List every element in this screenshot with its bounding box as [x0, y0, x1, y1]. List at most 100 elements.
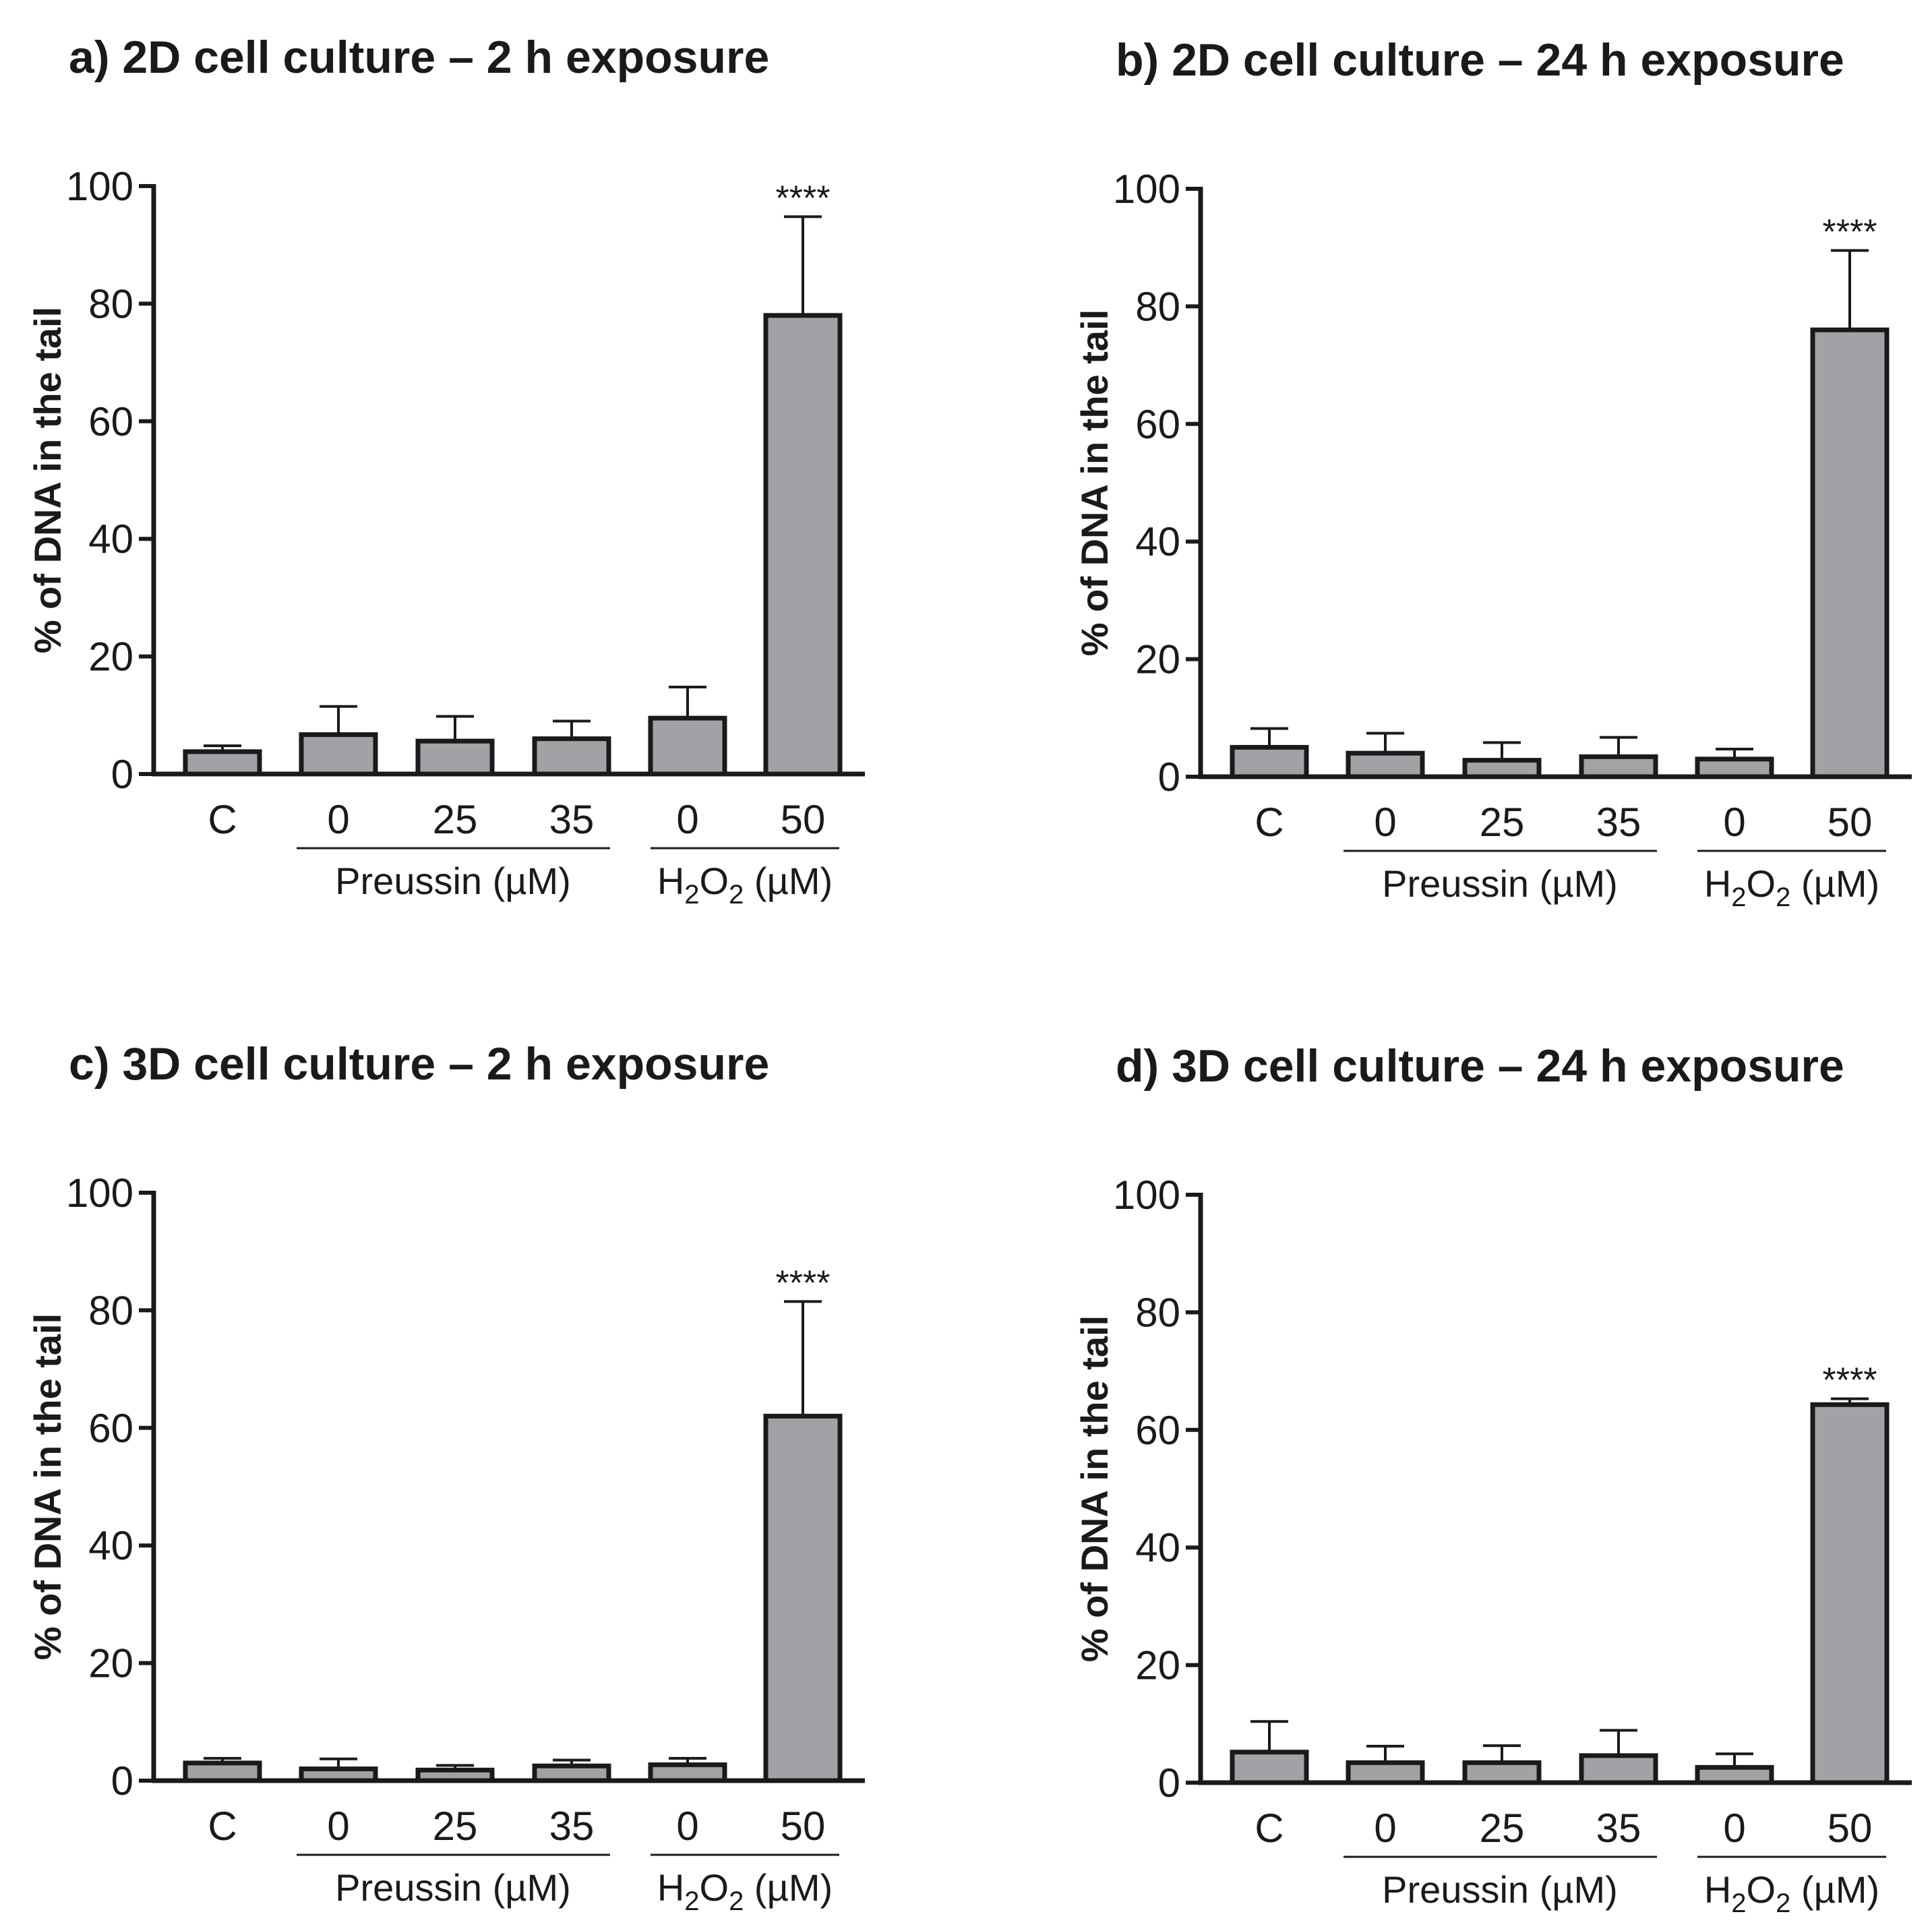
y-tick-label: 0 [111, 752, 133, 797]
bar [183, 749, 262, 777]
x-tick-label: 0 [1374, 800, 1396, 845]
x-tick-label: C [1255, 800, 1284, 845]
group-label-h2o2-o: O [700, 860, 729, 902]
bar [415, 1767, 495, 1783]
significance-label: **** [776, 179, 831, 218]
group-label-preussin: Preussin (µM) [1382, 862, 1618, 905]
group-label-h2o2-sub2: 2 [1776, 883, 1790, 912]
chart-title: d) 3D cell culture – 24 h exposure [1116, 1040, 1844, 1092]
x-tick-label: 50 [781, 1804, 826, 1849]
group-label-h2o2-sub2: 2 [729, 1887, 744, 1916]
y-tick-label: 80 [88, 1288, 133, 1333]
y-tick-label: 0 [1158, 754, 1180, 800]
y-tick-label: 0 [1158, 1760, 1180, 1806]
x-tick-label: C [1255, 1806, 1284, 1851]
group-label-h2o2-o: O [700, 1866, 729, 1909]
bar [763, 313, 843, 777]
x-tick-label: 50 [1828, 800, 1873, 845]
y-tick-label: 60 [88, 1406, 133, 1451]
y-tick-label: 60 [1135, 402, 1180, 447]
x-tick-label: C [208, 797, 237, 842]
group-label-h2o2-sub1: 2 [684, 1887, 699, 1916]
x-tick-label: 50 [1828, 1806, 1873, 1851]
x-tick-label: 35 [1596, 1806, 1641, 1851]
group-label-h2o2: H2O2 (µM) [657, 860, 833, 910]
bar [1579, 1753, 1658, 1785]
chart-panel-3: c) 3D cell culture – 2 h exposure % of DN… [26, 1038, 865, 1916]
y-axis-label: % of DNA in the tail [26, 1313, 69, 1660]
bar [763, 1413, 843, 1783]
y-axis-label: % of DNA in the tail [1073, 309, 1116, 656]
bar [299, 1766, 378, 1783]
significance-label: **** [1823, 1361, 1877, 1400]
bar [183, 1760, 262, 1783]
y-tick-label: 40 [1135, 1525, 1180, 1570]
group-label-h2o2-o: O [1747, 862, 1776, 905]
chart-panel-4: d) 3D cell culture – 24 h exposure % of D… [1073, 1040, 1912, 1918]
y-tick-label: 100 [1113, 167, 1180, 212]
chart-panel-1: a) 2D cell culture – 2 h exposure % of DN… [26, 32, 865, 910]
bar [648, 1762, 727, 1783]
x-tick-label: 0 [676, 1804, 698, 1849]
bar [1462, 758, 1542, 779]
x-tick-label: 0 [1374, 1806, 1396, 1851]
bar [1346, 750, 1425, 779]
group-label-h2o2-unit: (µM) [1790, 1868, 1879, 1911]
bar [1810, 1402, 1890, 1785]
x-tick-label: 0 [676, 797, 698, 842]
group-label-h2o2: H2O2 (µM) [1704, 862, 1879, 912]
x-tick-label: 25 [433, 1804, 478, 1849]
bar [648, 715, 727, 777]
group-label-h2o2-unit: (µM) [744, 1866, 833, 1909]
x-tick-label: 0 [1723, 1806, 1745, 1851]
x-tick-label: 25 [433, 797, 478, 842]
y-tick-label: 20 [1135, 637, 1180, 682]
group-label-h2o2-sub1: 2 [1731, 883, 1746, 912]
chart-title: a) 2D cell culture – 2 h exposure [69, 32, 769, 83]
group-label-h2o2-h: H [1704, 862, 1731, 905]
y-tick-label: 100 [1113, 1172, 1180, 1218]
bar [532, 1763, 611, 1783]
x-tick-label: 25 [1480, 800, 1525, 845]
bar [1579, 754, 1658, 779]
y-tick-label: 80 [1135, 284, 1180, 329]
group-label-preussin: Preussin (µM) [1382, 1868, 1618, 1911]
group-label-h2o2-sub1: 2 [1731, 1889, 1746, 1918]
group-label-h2o2-h: H [657, 860, 684, 902]
y-tick-label: 80 [88, 281, 133, 326]
y-tick-label: 40 [1135, 519, 1180, 564]
chart-title: c) 3D cell culture – 2 h exposure [69, 1038, 769, 1090]
group-label-h2o2-unit: (µM) [744, 860, 833, 902]
group-label-h2o2-o: O [1747, 1868, 1776, 1911]
x-tick-label: 0 [1723, 800, 1745, 845]
x-tick-label: 25 [1480, 1806, 1525, 1851]
group-label-preussin: Preussin (µM) [335, 1866, 571, 1909]
x-tick-label: 35 [1596, 800, 1641, 845]
y-tick-label: 40 [88, 1523, 133, 1568]
y-axis-label: % of DNA in the tail [1073, 1315, 1116, 1662]
y-tick-label: 80 [1135, 1290, 1180, 1335]
group-label-preussin: Preussin (µM) [335, 860, 571, 902]
significance-label: **** [776, 1264, 831, 1303]
bar [532, 736, 611, 777]
bar [299, 732, 378, 777]
y-tick-label: 40 [88, 516, 133, 562]
group-label-h2o2-h: H [657, 1866, 684, 1909]
bar [1810, 327, 1890, 779]
significance-label: **** [1823, 213, 1877, 252]
x-tick-label: 50 [781, 797, 826, 842]
y-tick-label: 20 [88, 1641, 133, 1686]
y-tick-label: 60 [1135, 1408, 1180, 1453]
group-label-h2o2-sub2: 2 [1776, 1889, 1790, 1918]
bar [1230, 1750, 1309, 1785]
group-label-h2o2: H2O2 (µM) [657, 1866, 833, 1916]
x-tick-label: 0 [327, 1804, 349, 1849]
y-tick-label: 20 [1135, 1643, 1180, 1688]
y-tick-label: 100 [66, 164, 133, 209]
bar [1230, 744, 1309, 779]
bar [415, 738, 495, 777]
bar [1346, 1760, 1425, 1785]
y-axis-label: % of DNA in the tail [26, 307, 69, 653]
